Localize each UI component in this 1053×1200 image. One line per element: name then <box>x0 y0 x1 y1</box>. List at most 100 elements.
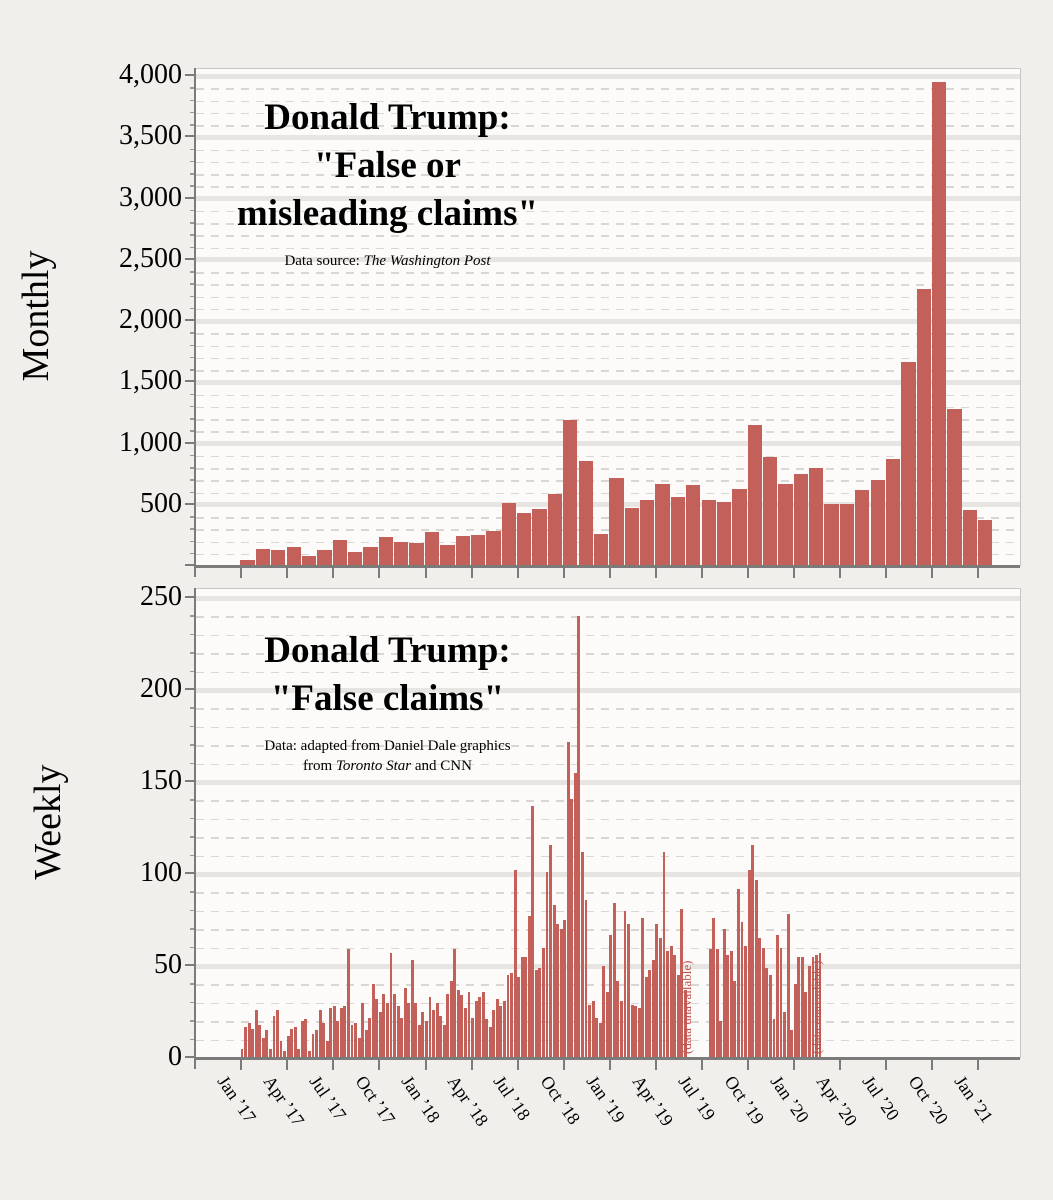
x-tick-label: Apr ’20 <box>812 1072 862 1130</box>
weekly-bar <box>520 956 524 1058</box>
major-gridline <box>196 963 1020 969</box>
monthly-bar <box>470 534 486 566</box>
weekly-bar <box>247 1023 251 1058</box>
x-quarter-tick <box>977 567 980 578</box>
weekly-bar <box>293 1026 297 1058</box>
weekly-bar <box>389 953 393 1058</box>
weekly-bar <box>623 910 627 1058</box>
y-tick-label: 500 <box>140 487 182 519</box>
x-tick-label: Jan ’19 <box>582 1072 629 1127</box>
y-axis-line <box>193 588 196 1069</box>
y-minor-tick <box>190 405 194 408</box>
y-minor-tick <box>190 1001 194 1004</box>
weekly-bar <box>620 1000 623 1058</box>
weekly-bar <box>368 1017 372 1058</box>
y-tick-label: 2,500 <box>119 242 182 274</box>
weekly-bar <box>584 899 588 1058</box>
weekly-bar <box>666 951 669 1058</box>
x-quarter-tick <box>747 567 750 578</box>
y-tick-label: 150 <box>140 765 182 796</box>
weekly-bar <box>747 870 751 1058</box>
x-quarter-tick <box>424 1059 427 1070</box>
weekly-bar <box>737 888 740 1058</box>
monthly-bar <box>793 474 809 566</box>
weekly-bar <box>566 741 570 1058</box>
x-axis-line <box>193 565 1020 568</box>
monthly-bar <box>732 489 747 566</box>
weekly-bar <box>577 616 581 1058</box>
y-minor-tick <box>190 393 194 395</box>
monthly-title: Donald Trump: "False or misleading claim… <box>205 94 570 271</box>
x-quarter-tick <box>608 1059 611 1070</box>
y-minor-tick <box>190 246 194 248</box>
y-minor-tick <box>190 762 194 765</box>
minor-gridline <box>196 235 1020 237</box>
x-quarter-tick <box>378 567 381 578</box>
y-minor-tick <box>190 909 194 912</box>
monthly-bar <box>655 483 670 566</box>
weekly-bar <box>283 1050 287 1058</box>
monthly-title-line: "False or <box>314 145 461 186</box>
weekly-bar <box>552 905 556 1058</box>
x-tick-label: Jul ’20 <box>858 1072 904 1125</box>
x-quarter-tick <box>885 1059 888 1070</box>
weekly-bar <box>811 956 815 1058</box>
y-minor-tick <box>190 552 194 555</box>
weekly-bar <box>797 956 801 1058</box>
x-quarter-tick <box>562 1059 565 1070</box>
x-quarter-tick <box>240 1059 243 1070</box>
weekly-bar <box>446 993 450 1058</box>
weekly-bar <box>772 1019 776 1058</box>
x-quarter-tick <box>286 1059 289 1070</box>
weekly-bar <box>807 966 811 1058</box>
y-minor-tick <box>190 124 194 126</box>
weekly-bar <box>471 1017 474 1058</box>
monthly-bar <box>609 477 624 566</box>
weekly-bar <box>361 1002 365 1058</box>
minor-gridline <box>196 186 1020 188</box>
x-quarter-tick <box>931 567 934 578</box>
weekly-bar <box>258 1024 262 1058</box>
weekly-bar <box>322 1023 326 1058</box>
weekly-bar <box>244 1026 248 1058</box>
monthly-bar <box>532 509 547 566</box>
x-quarter-tick <box>793 567 796 578</box>
weekly-bar <box>800 956 804 1058</box>
x-quarter-tick <box>839 567 842 578</box>
weekly-bar <box>449 980 453 1058</box>
monthly-bar <box>317 550 332 566</box>
monthly-bar <box>855 490 870 566</box>
minor-gridline <box>196 763 1020 766</box>
monthly-bar <box>762 456 778 566</box>
weekly-bar <box>332 1006 336 1058</box>
weekly-subtitle-line1: Data: adapted from Daniel Dale graphics <box>264 738 511 754</box>
minor-gridline <box>196 947 1020 950</box>
monthly-bar <box>778 483 793 566</box>
monthly-bar <box>624 508 639 566</box>
x-tick-label: Jul ’17 <box>305 1072 351 1125</box>
weekly-bar <box>559 929 563 1058</box>
x-tick-label: Jan ’17 <box>213 1072 261 1127</box>
monthly-bar <box>486 531 501 566</box>
weekly-title-line: Donald Trump: <box>264 630 511 671</box>
weekly-bar <box>605 991 609 1058</box>
weekly-bar <box>549 844 552 1058</box>
minor-gridline <box>196 431 1020 433</box>
weekly-bar <box>304 1019 308 1058</box>
monthly-bar <box>901 362 916 566</box>
monthly-bar <box>424 532 440 566</box>
monthly-bar <box>409 542 424 566</box>
x-quarter-tick <box>608 567 611 578</box>
y-minor-tick <box>190 479 194 481</box>
minor-gridline <box>196 308 1020 311</box>
minor-gridline <box>196 468 1020 470</box>
x-tick-label: Jul ’18 <box>490 1072 535 1125</box>
weekly-bar <box>609 934 613 1058</box>
minor-gridline <box>196 370 1020 372</box>
weekly-bar <box>644 977 648 1058</box>
y-minor-tick <box>190 946 194 949</box>
weekly-bar <box>481 991 485 1058</box>
weekly-bar <box>467 991 471 1058</box>
weekly-bar <box>754 879 758 1058</box>
